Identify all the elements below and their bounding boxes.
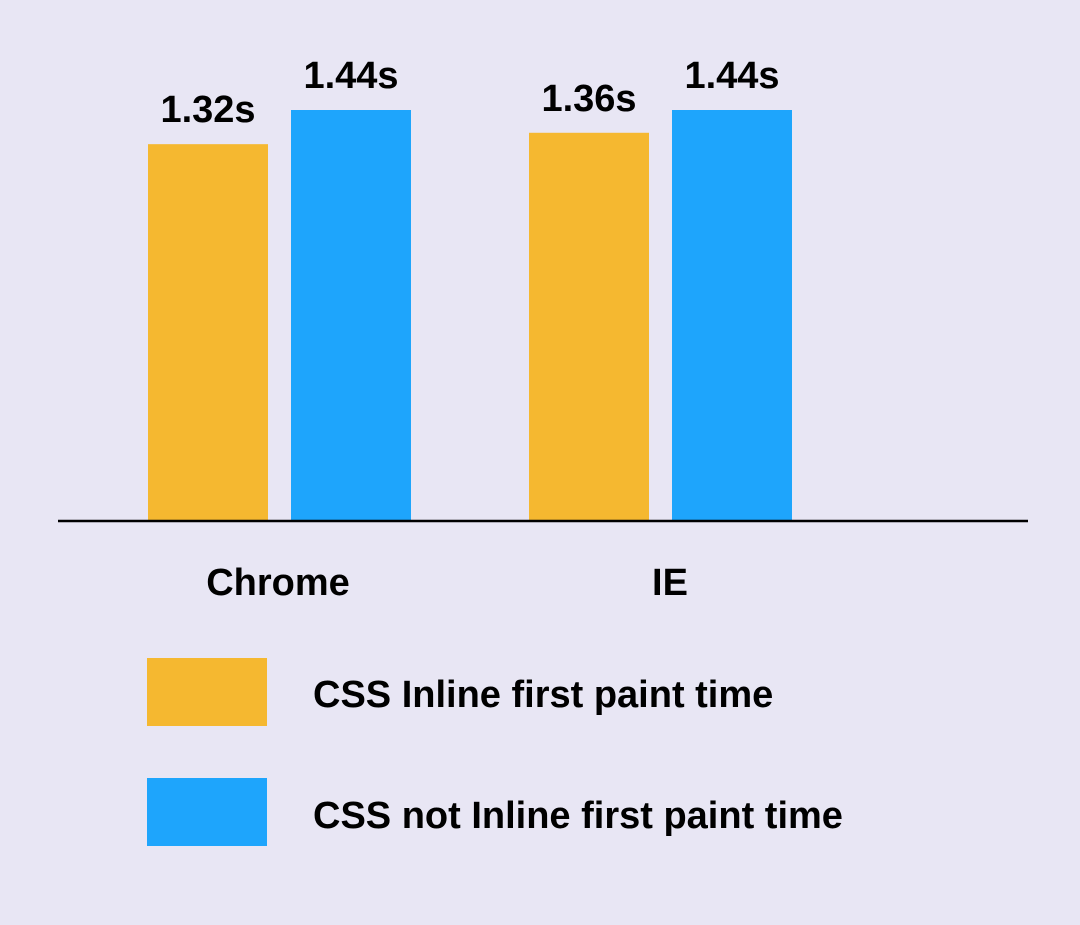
bar-chrome-series-1: [148, 144, 268, 520]
value-label-ie-series-1: 1.36s: [541, 78, 636, 120]
legend-item-not-inline: CSS not Inline first paint time: [147, 778, 843, 846]
value-label-chrome-series-2: 1.44s: [303, 55, 398, 97]
category-labels-group: Chrome IE: [206, 562, 688, 604]
value-labels-group: 1.32s 1.44s 1.36s 1.44s: [160, 55, 779, 131]
category-label-chrome: Chrome: [206, 562, 350, 604]
bar-ie-series-1: [529, 132, 649, 520]
legend-label-not-inline: CSS not Inline first paint time: [313, 795, 843, 837]
bars-group: [148, 110, 792, 520]
bar-ie-series-2: [672, 110, 792, 520]
value-label-chrome-series-1: 1.32s: [160, 89, 255, 131]
legend-label-inline: CSS Inline first paint time: [313, 674, 773, 716]
value-label-ie-series-2: 1.44s: [684, 55, 779, 97]
legend-item-inline: CSS Inline first paint time: [147, 658, 773, 726]
legend-swatch-not-inline: [147, 778, 267, 846]
legend: CSS Inline first paint time CSS not Inli…: [147, 658, 843, 846]
bar-chrome-series-2: [291, 110, 411, 520]
legend-swatch-inline: [147, 658, 267, 726]
category-label-ie: IE: [652, 562, 688, 604]
